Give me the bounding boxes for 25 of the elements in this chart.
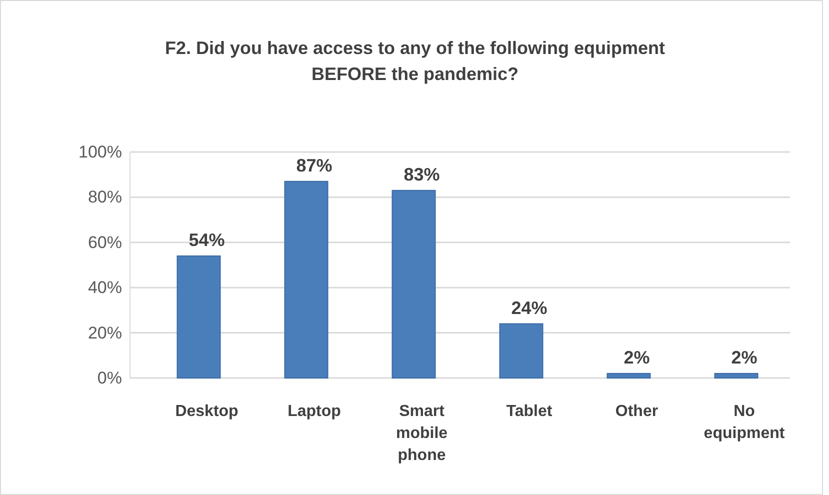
x-tick-label: Laptop — [288, 403, 342, 420]
data-label: 87% — [296, 155, 332, 176]
bar — [284, 180, 328, 378]
bar — [714, 372, 758, 378]
bar — [392, 190, 436, 378]
x-tick-label: Smart mobile phone — [396, 403, 448, 464]
data-label: 2% — [731, 347, 758, 368]
data-label: 2% — [624, 347, 650, 368]
x-tick-label: No equipment — [704, 403, 786, 442]
y-tick-label: 60% — [88, 232, 122, 252]
data-label: 54% — [188, 230, 225, 250]
y-tick-label: 80% — [88, 188, 122, 207]
data-label: 83% — [404, 164, 440, 184]
y-tick-label: 100% — [78, 142, 122, 162]
bar — [606, 372, 651, 378]
bar — [176, 255, 221, 378]
bar — [499, 323, 544, 378]
x-tick-label: Other — [615, 403, 658, 420]
x-tick-label: Tablet — [506, 403, 553, 420]
x-tick-label: Desktop — [175, 403, 239, 420]
y-tick-label: 20% — [88, 323, 122, 342]
chart-title: F2. Did you have access to any of the following equipment BEFORE the pandemic? — [164, 38, 666, 84]
y-tick-label: 40% — [88, 278, 122, 298]
data-label: 24% — [511, 298, 548, 318]
y-tick-label: 0% — [97, 368, 122, 388]
